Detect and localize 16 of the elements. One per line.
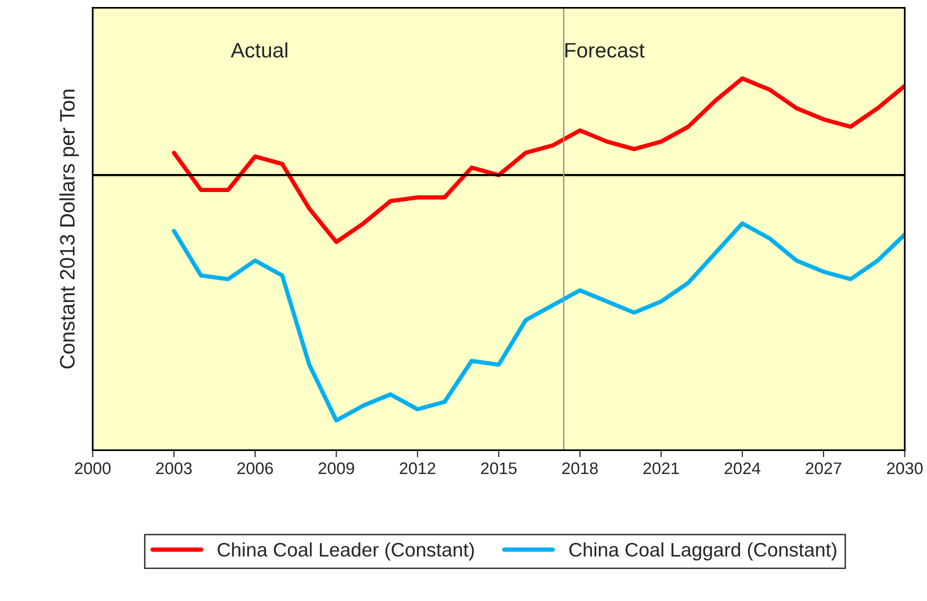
x-tick-label: 2018 xyxy=(562,462,598,474)
x-tick-label: 2024 xyxy=(724,462,760,474)
x-tick-label: 2027 xyxy=(806,462,842,474)
x-tick-label: 2006 xyxy=(237,462,273,474)
x-tick-label: 2012 xyxy=(400,462,436,474)
text: Actual xyxy=(230,42,288,58)
x-tick-label: 2030 xyxy=(887,462,923,474)
legend-label: China Coal Leader (Constant) xyxy=(218,542,474,560)
x-tick-label: 2021 xyxy=(643,462,679,474)
x-tick-label: 2003 xyxy=(156,462,192,474)
y-axis-title: Constant 2013 Dollars per Ton xyxy=(59,90,79,368)
x-tick-label: 2000 xyxy=(75,462,111,474)
legend-label: China Coal Laggard (Constant) xyxy=(569,542,836,560)
x-tick-label: 2009 xyxy=(318,462,354,474)
text: Forecast xyxy=(565,43,645,58)
x-tick-label: 2015 xyxy=(481,462,517,474)
